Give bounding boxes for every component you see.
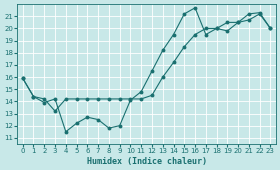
X-axis label: Humidex (Indice chaleur): Humidex (Indice chaleur) — [87, 157, 207, 166]
